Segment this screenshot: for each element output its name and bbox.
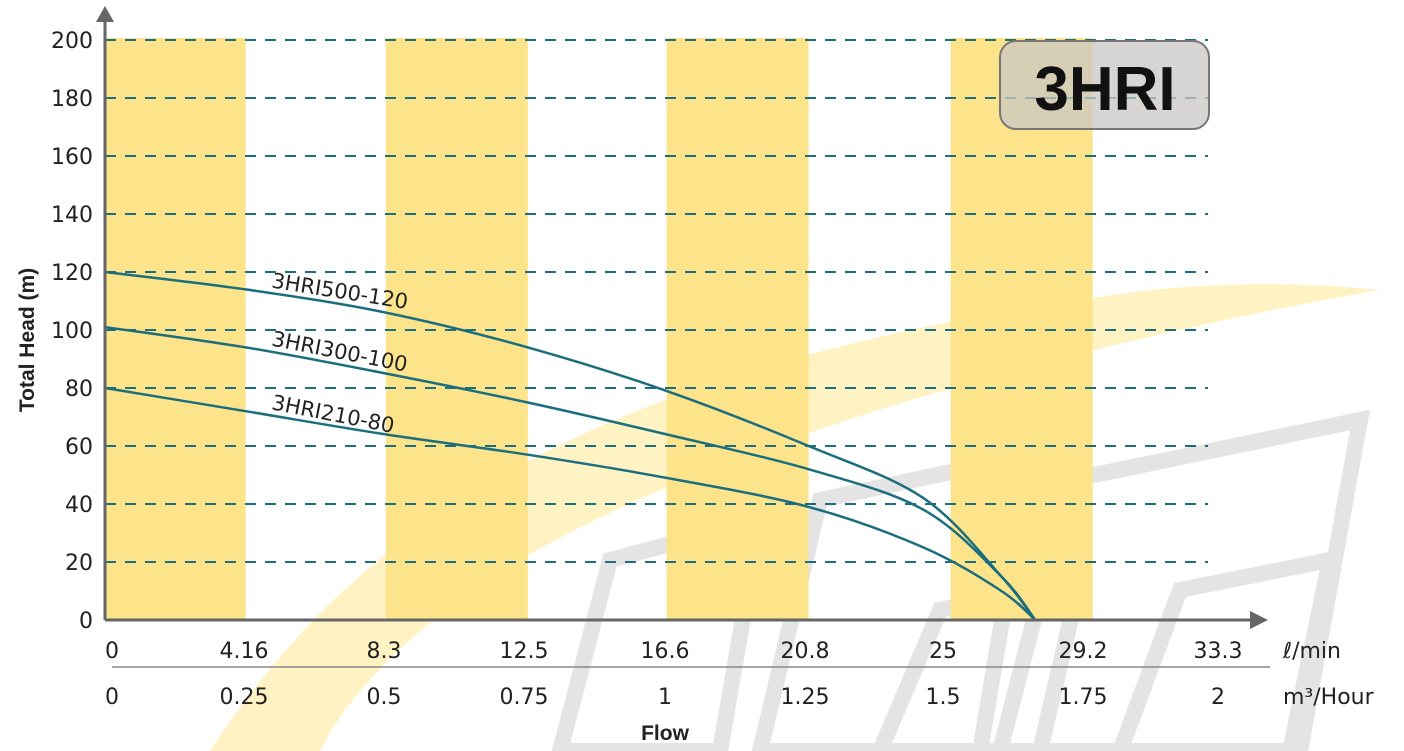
y-tick-label: 40 xyxy=(65,493,93,518)
y-tick-label: 140 xyxy=(51,203,93,228)
x-tick-label: 33.3 xyxy=(1194,639,1243,664)
x-tick-label: 29.2 xyxy=(1059,639,1108,664)
y-tick-labels: 0 20 40 60 80 100 120 140 160 180 200 xyxy=(51,29,93,634)
x-unit-primary: ℓ/min xyxy=(1282,639,1341,664)
x2-tick-label: 0.75 xyxy=(500,685,549,710)
x-tick-label: 16.6 xyxy=(641,639,690,664)
x2-tick-label: 0.25 xyxy=(220,685,269,710)
y-axis-arrow xyxy=(96,6,114,22)
badge-label: 3HRI xyxy=(1034,55,1175,124)
x2-tick-label: 1 xyxy=(658,685,672,710)
y-tick-label: 180 xyxy=(51,87,93,112)
y-axis-title: Total Head (m) xyxy=(16,268,39,412)
y-tick-label: 0 xyxy=(79,609,93,634)
gridlines xyxy=(105,39,1208,563)
axes xyxy=(96,6,1270,668)
x2-tick-label: 2 xyxy=(1211,685,1225,710)
y-tick-label: 60 xyxy=(65,435,93,460)
x-tick-label: 0 xyxy=(105,639,119,664)
y-tick-label: 120 xyxy=(51,261,93,286)
x2-tick-label: 1.75 xyxy=(1059,685,1108,710)
y-tick-label: 200 xyxy=(51,29,93,54)
series-line-0 xyxy=(104,270,1037,621)
x2-tick-label: 0 xyxy=(105,685,119,710)
y-tick-label: 20 xyxy=(65,551,93,576)
x-tick-label: 4.16 xyxy=(220,639,269,664)
x-axis-arrow xyxy=(1250,611,1268,629)
x2-tick-label: 0.5 xyxy=(367,685,402,710)
x-axis-title: Flow xyxy=(641,722,689,745)
x-unit-secondary: m³/Hour xyxy=(1283,685,1375,710)
model-badge: 3HRI xyxy=(999,40,1210,130)
x-tick-label: 20.8 xyxy=(781,639,830,664)
x-tick-labels: 0 4.16 8.3 12.5 16.6 20.8 25 29.2 33.3 0 0.25 0.5 0.… xyxy=(105,639,1242,710)
badge-box xyxy=(999,40,1210,130)
y-tick-label: 160 xyxy=(51,145,93,170)
series-line-1 xyxy=(104,325,1037,621)
x-tick-label: 12.5 xyxy=(500,639,549,664)
x2-tick-label: 1.5 xyxy=(926,685,961,710)
y-tick-label: 100 xyxy=(51,319,93,344)
x-tick-label: 25 xyxy=(929,639,957,664)
y-tick-label: 80 xyxy=(65,377,93,402)
x-tick-label: 8.3 xyxy=(367,639,402,664)
x2-tick-label: 1.25 xyxy=(781,685,830,710)
series-label-2: 3HRI210-80 xyxy=(270,391,397,438)
series-line-2 xyxy=(104,386,1037,621)
